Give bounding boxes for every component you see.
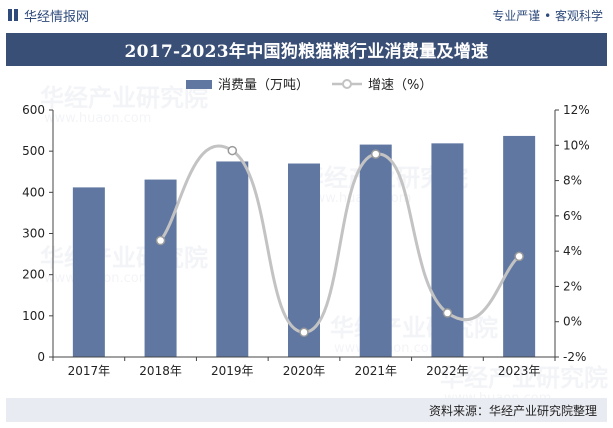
combo-chart: 华经产业研究院www.huaon.com华经产业研究院www.huaon.com… (22, 78, 608, 398)
bar (288, 163, 320, 357)
y-left-tick-label: 500 (22, 144, 45, 158)
legend-bar-label: 消费量（万吨） (218, 78, 309, 93)
growth-point (514, 251, 524, 262)
bar (72, 187, 105, 357)
x-tick-label: 2022年 (426, 364, 469, 378)
line-series (155, 144, 524, 338)
y-right-tick-label: 4% (563, 244, 582, 258)
brand-name: 华经情报网 (24, 9, 90, 25)
y-left-tick-label: 600 (22, 103, 45, 117)
footer: 资料来源：华经产业研究院整理 (6, 398, 607, 422)
watermark-url: www.huaon.com (304, 191, 411, 206)
growth-point (155, 235, 166, 246)
growth-point (442, 308, 453, 318)
x-tick-label: 2021年 (354, 364, 397, 378)
legend-line-marker (342, 79, 352, 89)
bar (144, 179, 177, 357)
watermark-text: 华经产业研究院 (440, 364, 608, 392)
legend: 消费量（万吨） 增速（%） (186, 78, 432, 93)
y-right-tick-label: 0% (563, 315, 582, 329)
y-left-tick-label: 200 (22, 268, 45, 282)
watermark-url: www.huaon.com (44, 111, 151, 126)
bar (503, 135, 536, 357)
x-tick-label: 2020年 (283, 364, 326, 378)
bar (359, 144, 392, 357)
growth-point (370, 149, 381, 159)
x-tick-label: 2019年 (211, 364, 254, 378)
watermark-url: www.huaon.com (444, 391, 551, 398)
y-right-tick-label: 10% (563, 138, 590, 152)
watermark-text: 华经产业研究院 (40, 244, 208, 272)
y-left-tick-label: 100 (22, 309, 45, 323)
y-left-tick-label: 300 (22, 227, 45, 241)
brand: 华经情报网 (8, 6, 89, 25)
y-right-tick-label: 12% (563, 103, 590, 117)
y-left-tick-label: 400 (22, 185, 45, 199)
source-note: 资料来源：华经产业研究院整理 (428, 403, 597, 418)
x-tick-label: 2023年 (498, 364, 541, 378)
bar-series (72, 135, 536, 357)
y-right-tick-label: 2% (563, 279, 582, 293)
legend-line-label: 增速（%） (368, 78, 432, 93)
bar (431, 143, 464, 357)
y-right-tick-label: 6% (563, 209, 582, 223)
slogan: 专业严谨 • 客观科学 (492, 8, 603, 23)
x-tick-label: 2018年 (139, 364, 182, 378)
bar (216, 161, 249, 357)
growth-point (227, 145, 238, 156)
watermark-text: 华经产业研究院 (40, 84, 208, 112)
top-bar: 华经情报网 专业严谨 • 客观科学 (0, 0, 613, 30)
brand-logo-icon (8, 9, 18, 21)
growth-point (299, 327, 309, 338)
axes-layer: 0 100 200 300 400 500 600 -2% 0% 2% 4% 6% 8% 10% 12% 20… (22, 103, 590, 378)
chart-title: 2017-2023年中国狗粮猫粮行业消费量及增速 (6, 33, 607, 66)
y-right-tick-label: 8% (563, 174, 582, 188)
legend-bar-swatch (186, 80, 212, 89)
x-tick-label: 2017年 (68, 364, 111, 378)
y-left-tick-label: 0 (37, 350, 45, 364)
y-right-tick-label: -2% (563, 350, 586, 364)
